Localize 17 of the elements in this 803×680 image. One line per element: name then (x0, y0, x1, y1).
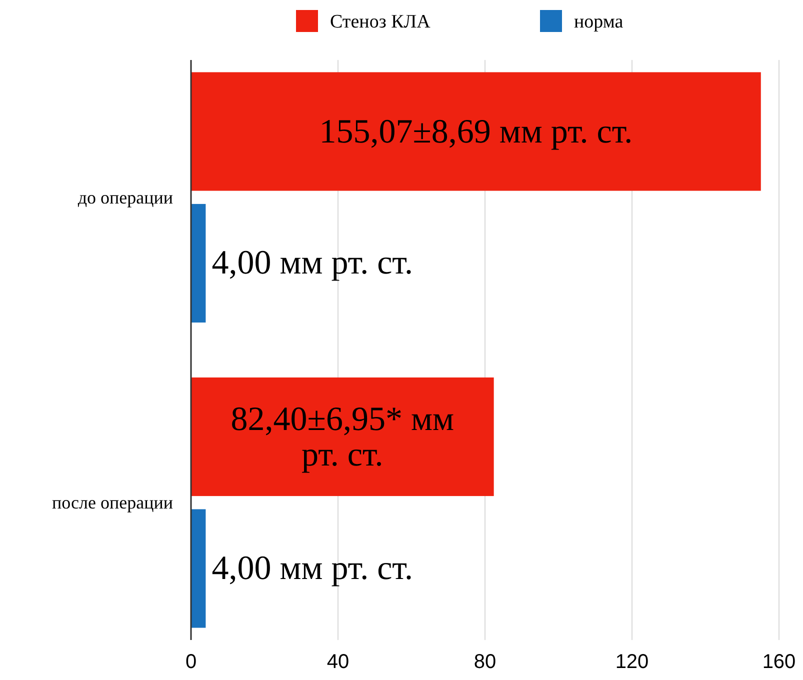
data-label: 82,40±6,95* мм рт. ст. (230, 400, 454, 474)
x-tick-label: 120 (615, 651, 649, 673)
bar (191, 204, 206, 323)
data-label: 4,00 мм рт. ст. (212, 244, 413, 282)
legend-label: Стеноз КЛА (330, 12, 431, 32)
x-tick-label: 160 (762, 651, 796, 673)
data-label: 155,07±8,69 мм рт. ст. (319, 112, 633, 150)
x-tick-label: 0 (185, 651, 197, 673)
bar (191, 377, 494, 496)
bar (191, 72, 761, 191)
legend-label: норма (574, 12, 624, 32)
data-label: 4,00 мм рт. ст. (212, 550, 413, 588)
y-tick-label: до операции (78, 187, 174, 208)
x-tick-label: 40 (326, 651, 350, 673)
bar (191, 509, 206, 628)
y-tick-label: после операции (52, 492, 174, 513)
x-tick-label: 80 (474, 651, 496, 673)
